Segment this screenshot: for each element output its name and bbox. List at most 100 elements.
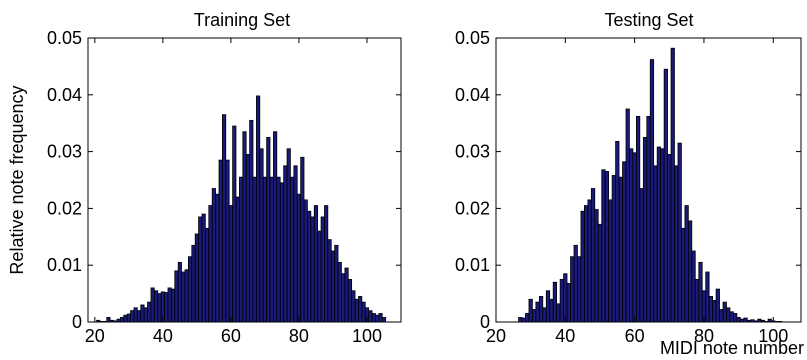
- testing-set-bar: [559, 278, 564, 323]
- testing-set-bar: [622, 161, 627, 323]
- testing-set-bar: [691, 250, 696, 323]
- training-set-bar: [276, 176, 281, 323]
- testing-set-bar: [694, 278, 700, 323]
- testing-set-bar: [712, 300, 717, 323]
- testing-set-bar: [778, 321, 783, 323]
- testing-set-bar: [618, 176, 623, 323]
- training-set-y-ticks: 0 0.01 0.02 0.03 0.04 0.05: [47, 28, 401, 332]
- training-set-bar: [266, 136, 271, 323]
- testing-set-bar: [580, 210, 585, 323]
- training-set-bar: [310, 216, 315, 323]
- testing-set-x-ticks: 20 40 60 80 100: [486, 38, 788, 346]
- training-set-bar: [269, 176, 274, 323]
- training-set-bar: [368, 310, 373, 323]
- training-set-bar: [164, 292, 169, 323]
- training-set-bar: [201, 213, 206, 323]
- testing-set-y-tick-label: 0.04: [455, 85, 490, 105]
- testing-set-bar: [715, 288, 720, 323]
- training-set-bar: [218, 159, 223, 323]
- training-set-bar: [371, 313, 376, 323]
- training-set-bar: [181, 271, 186, 323]
- testing-set-bar: [632, 152, 637, 323]
- training-set-bar: [303, 199, 308, 323]
- testing-set-bar: [653, 165, 658, 323]
- training-set-bar: [317, 230, 322, 323]
- testing-set-bar: [535, 301, 540, 323]
- testing-set-bar: [708, 296, 713, 323]
- training-set-y-tick-label: 0.05: [47, 28, 82, 48]
- testing-set-bar: [667, 154, 672, 323]
- training-set-bar: [211, 188, 216, 323]
- testing-set-bar: [753, 320, 759, 323]
- testing-set-bar: [636, 115, 641, 323]
- training-set-bar: [245, 154, 250, 323]
- training-set-bar: [256, 95, 261, 323]
- training-set-bar: [337, 261, 342, 323]
- testing-set-x-axis-label: MIDI note number: [660, 338, 804, 358]
- training-set-bar: [225, 159, 230, 323]
- testing-set-bar: [750, 319, 755, 323]
- training-set-bar: [150, 287, 155, 323]
- testing-set-bar: [552, 281, 558, 323]
- training-set-bar: [126, 313, 131, 323]
- testing-set-x-tick-label: 80: [694, 326, 714, 346]
- testing-set-bar: [677, 142, 682, 323]
- training-set-bar: [249, 119, 254, 323]
- testing-set-bar: [532, 309, 537, 323]
- testing-set-bar: [736, 317, 741, 323]
- training-set-y-tick-label: 0.03: [47, 142, 82, 162]
- testing-set-bar: [577, 256, 582, 323]
- training-set-bar: [205, 227, 210, 323]
- training-set-bar: [313, 205, 319, 323]
- training-set-bar: [167, 287, 172, 323]
- training-set-bar: [147, 301, 152, 323]
- training-set-bar: [300, 156, 305, 323]
- training-set-bar: [153, 290, 159, 323]
- training-set-bar: [330, 250, 336, 323]
- testing-set-bar: [722, 301, 727, 323]
- training-set-x-tick-label: 40: [153, 326, 173, 346]
- training-set-bar: [344, 267, 349, 323]
- training-set-x-tick-label: 80: [289, 326, 309, 346]
- training-set-bar: [133, 307, 138, 323]
- testing-set-plot: Testing Set 20 40 60 80 100 0 0.01 0.02 0.03 0.0…: [455, 10, 804, 358]
- testing-set-bar: [726, 307, 731, 323]
- testing-set-bar: [719, 309, 724, 323]
- testing-set-bar: [687, 220, 693, 323]
- testing-set-bar: [729, 311, 734, 323]
- testing-set-bar: [615, 140, 620, 323]
- training-set-x-tick-label: 60: [221, 326, 241, 346]
- training-set-bar: [130, 310, 135, 323]
- testing-set-bar: [590, 188, 596, 323]
- testing-set-bar: [656, 146, 662, 323]
- testing-set-bar: [774, 321, 779, 323]
- training-set-bar: [187, 256, 193, 323]
- testing-set-bar: [545, 290, 551, 323]
- training-set-bar: [273, 131, 278, 323]
- training-set-bar: [106, 317, 111, 323]
- testing-set-bar: [739, 318, 745, 323]
- training-set-bar: [140, 304, 145, 323]
- testing-set-bar: [573, 244, 578, 323]
- testing-set-bar: [556, 303, 561, 323]
- training-set-bar: [113, 320, 118, 323]
- training-set-bar: [102, 321, 108, 323]
- testing-set-bar: [549, 298, 554, 323]
- testing-set-bar: [684, 205, 689, 323]
- testing-set-bar: [764, 321, 769, 323]
- testing-set-bar: [760, 319, 765, 323]
- training-set-bar: [136, 310, 142, 323]
- training-set-bar: [327, 239, 332, 323]
- testing-set-bar: [660, 148, 665, 323]
- training-set-bar: [324, 205, 329, 323]
- testing-set-y-tick-label: 0: [480, 312, 490, 332]
- testing-set-bar: [525, 313, 530, 323]
- testing-set-bar: [698, 261, 703, 323]
- training-set-y-tick-label: 0.04: [47, 85, 82, 105]
- testing-set-bar: [538, 296, 544, 323]
- training-set-bar: [235, 196, 240, 323]
- testing-set-x-tick-label: 100: [758, 326, 788, 346]
- training-set-x-ticks: 20 40 60 80 100: [85, 38, 382, 346]
- training-set-bar: [307, 210, 312, 323]
- training-set-bar: [341, 273, 346, 323]
